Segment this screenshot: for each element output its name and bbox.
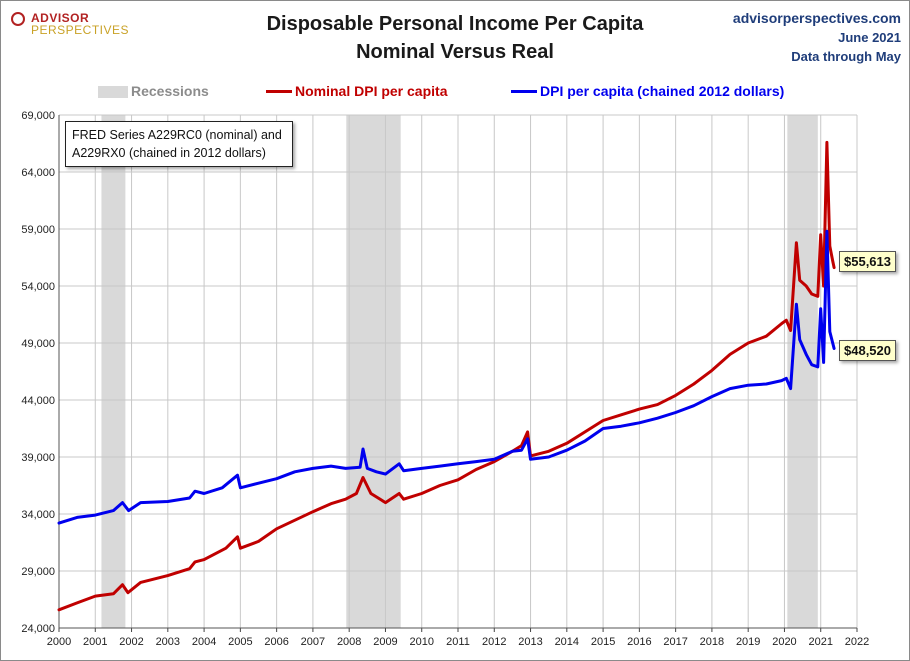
x-tick-label: 2008	[337, 636, 361, 648]
y-tick-label: 44,000	[21, 395, 55, 407]
legend-recessions: Recessions	[131, 83, 209, 99]
site-link[interactable]: advisorperspectives.com	[732, 10, 901, 26]
x-tick-label: 2020	[772, 636, 796, 648]
x-tick-label: 2021	[808, 636, 832, 648]
y-tick-label: 59,000	[21, 224, 55, 236]
y-tick-label: 24,000	[21, 623, 55, 635]
y-tick-label: 29,000	[21, 566, 55, 578]
x-tick-label: 2011	[446, 636, 470, 648]
legend-recession-swatch	[98, 86, 128, 98]
x-tick-label: 2004	[192, 636, 216, 648]
real-series-line	[57, 229, 836, 525]
x-tick-label: 2002	[119, 636, 143, 648]
x-tick-label: 2017	[663, 636, 687, 648]
brand-name-sub: PERSPECTIVES	[31, 23, 130, 37]
recession-band	[101, 115, 126, 628]
y-tick-label: 64,000	[21, 167, 55, 179]
x-tick-label: 2000	[47, 636, 71, 648]
x-tick-label: 2014	[555, 636, 579, 648]
legend-real-swatch	[511, 90, 537, 93]
source-block: advisorperspectives.com June 2021 Data t…	[733, 9, 901, 66]
nominal-series-line	[57, 140, 836, 612]
x-tick-label: 2016	[627, 636, 651, 648]
compass-icon	[11, 12, 25, 26]
y-tick-label: 39,000	[21, 452, 55, 464]
y-tick-label: 54,000	[21, 281, 55, 293]
source-note-line2: A229RX0 (chained in 2012 dollars)	[72, 146, 266, 160]
x-tick-label: 2006	[264, 636, 288, 648]
x-tick-label: 2019	[736, 636, 760, 648]
source-note: FRED Series A229RC0 (nominal) and A229RX…	[65, 121, 293, 167]
data-through: Data through May	[791, 49, 901, 64]
real-callout: $48,520	[839, 340, 896, 361]
x-tick-label: 2010	[409, 636, 433, 648]
chart-subtitle: Nominal Versus Real	[356, 41, 554, 63]
nominal-callout: $55,613	[839, 251, 896, 272]
y-tick-label: 49,000	[21, 338, 55, 350]
x-tick-label: 2009	[373, 636, 397, 648]
x-tick-label: 2018	[700, 636, 724, 648]
x-tick-label: 2013	[518, 636, 542, 648]
legend-nominal: Nominal DPI per capita	[295, 83, 448, 99]
x-tick-label: 2005	[228, 636, 252, 648]
y-tick-label: 69,000	[21, 110, 55, 122]
recession-band	[346, 115, 401, 628]
y-tick-label: 34,000	[21, 509, 55, 521]
source-note-line1: FRED Series A229RC0 (nominal) and	[72, 128, 282, 142]
legend-nominal-swatch	[266, 90, 292, 93]
x-tick-label: 2015	[591, 636, 615, 648]
x-tick-label: 2003	[156, 636, 180, 648]
x-tick-label: 2007	[301, 636, 325, 648]
x-tick-label: 2022	[845, 636, 869, 648]
chart-title: Disposable Personal Income Per Capita	[266, 13, 644, 35]
x-tick-label: 2012	[482, 636, 506, 648]
publish-date: June 2021	[838, 30, 901, 45]
x-tick-label: 2001	[83, 636, 107, 648]
brand-name: ADVISOR	[31, 11, 90, 25]
legend-real: DPI per capita (chained 2012 dollars)	[540, 83, 785, 99]
